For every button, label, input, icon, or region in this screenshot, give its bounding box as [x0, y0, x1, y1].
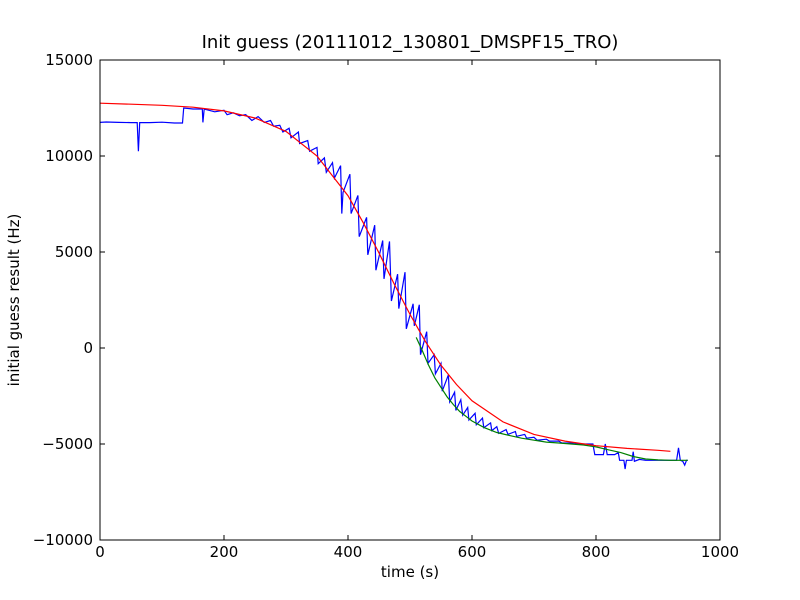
x-tick-label: 200 — [210, 543, 239, 561]
series-line-1 — [99, 107, 688, 470]
series-line-2 — [415, 337, 688, 461]
y-tick-label: 10000 — [45, 147, 93, 165]
x-tick-label: 600 — [458, 543, 487, 561]
series-layer — [99, 102, 688, 470]
y-tick-label: 15000 — [45, 51, 93, 69]
x-tick-label: 1000 — [701, 543, 739, 561]
x-tick-label: 800 — [582, 543, 611, 561]
chart-title: Init guess (20111012_130801_DMSPF15_TRO) — [202, 32, 619, 53]
y-tick-label: −10000 — [33, 531, 93, 549]
series-line-3 — [99, 102, 671, 452]
y-tick-label: 0 — [83, 339, 93, 357]
tick-layer: 0 200 400 600 800 1000 −10000 −5000 0 5000 10000 15… — [33, 51, 739, 561]
plot-frame — [99, 59, 721, 541]
x-axis-label: time (s) — [381, 563, 439, 581]
y-axis-label: initial guess result (Hz) — [5, 214, 23, 387]
x-tick-label: 0 — [95, 543, 105, 561]
y-tick-label: 5000 — [55, 243, 93, 261]
x-tick-label: 400 — [334, 543, 363, 561]
y-tick-label: −5000 — [42, 435, 93, 453]
